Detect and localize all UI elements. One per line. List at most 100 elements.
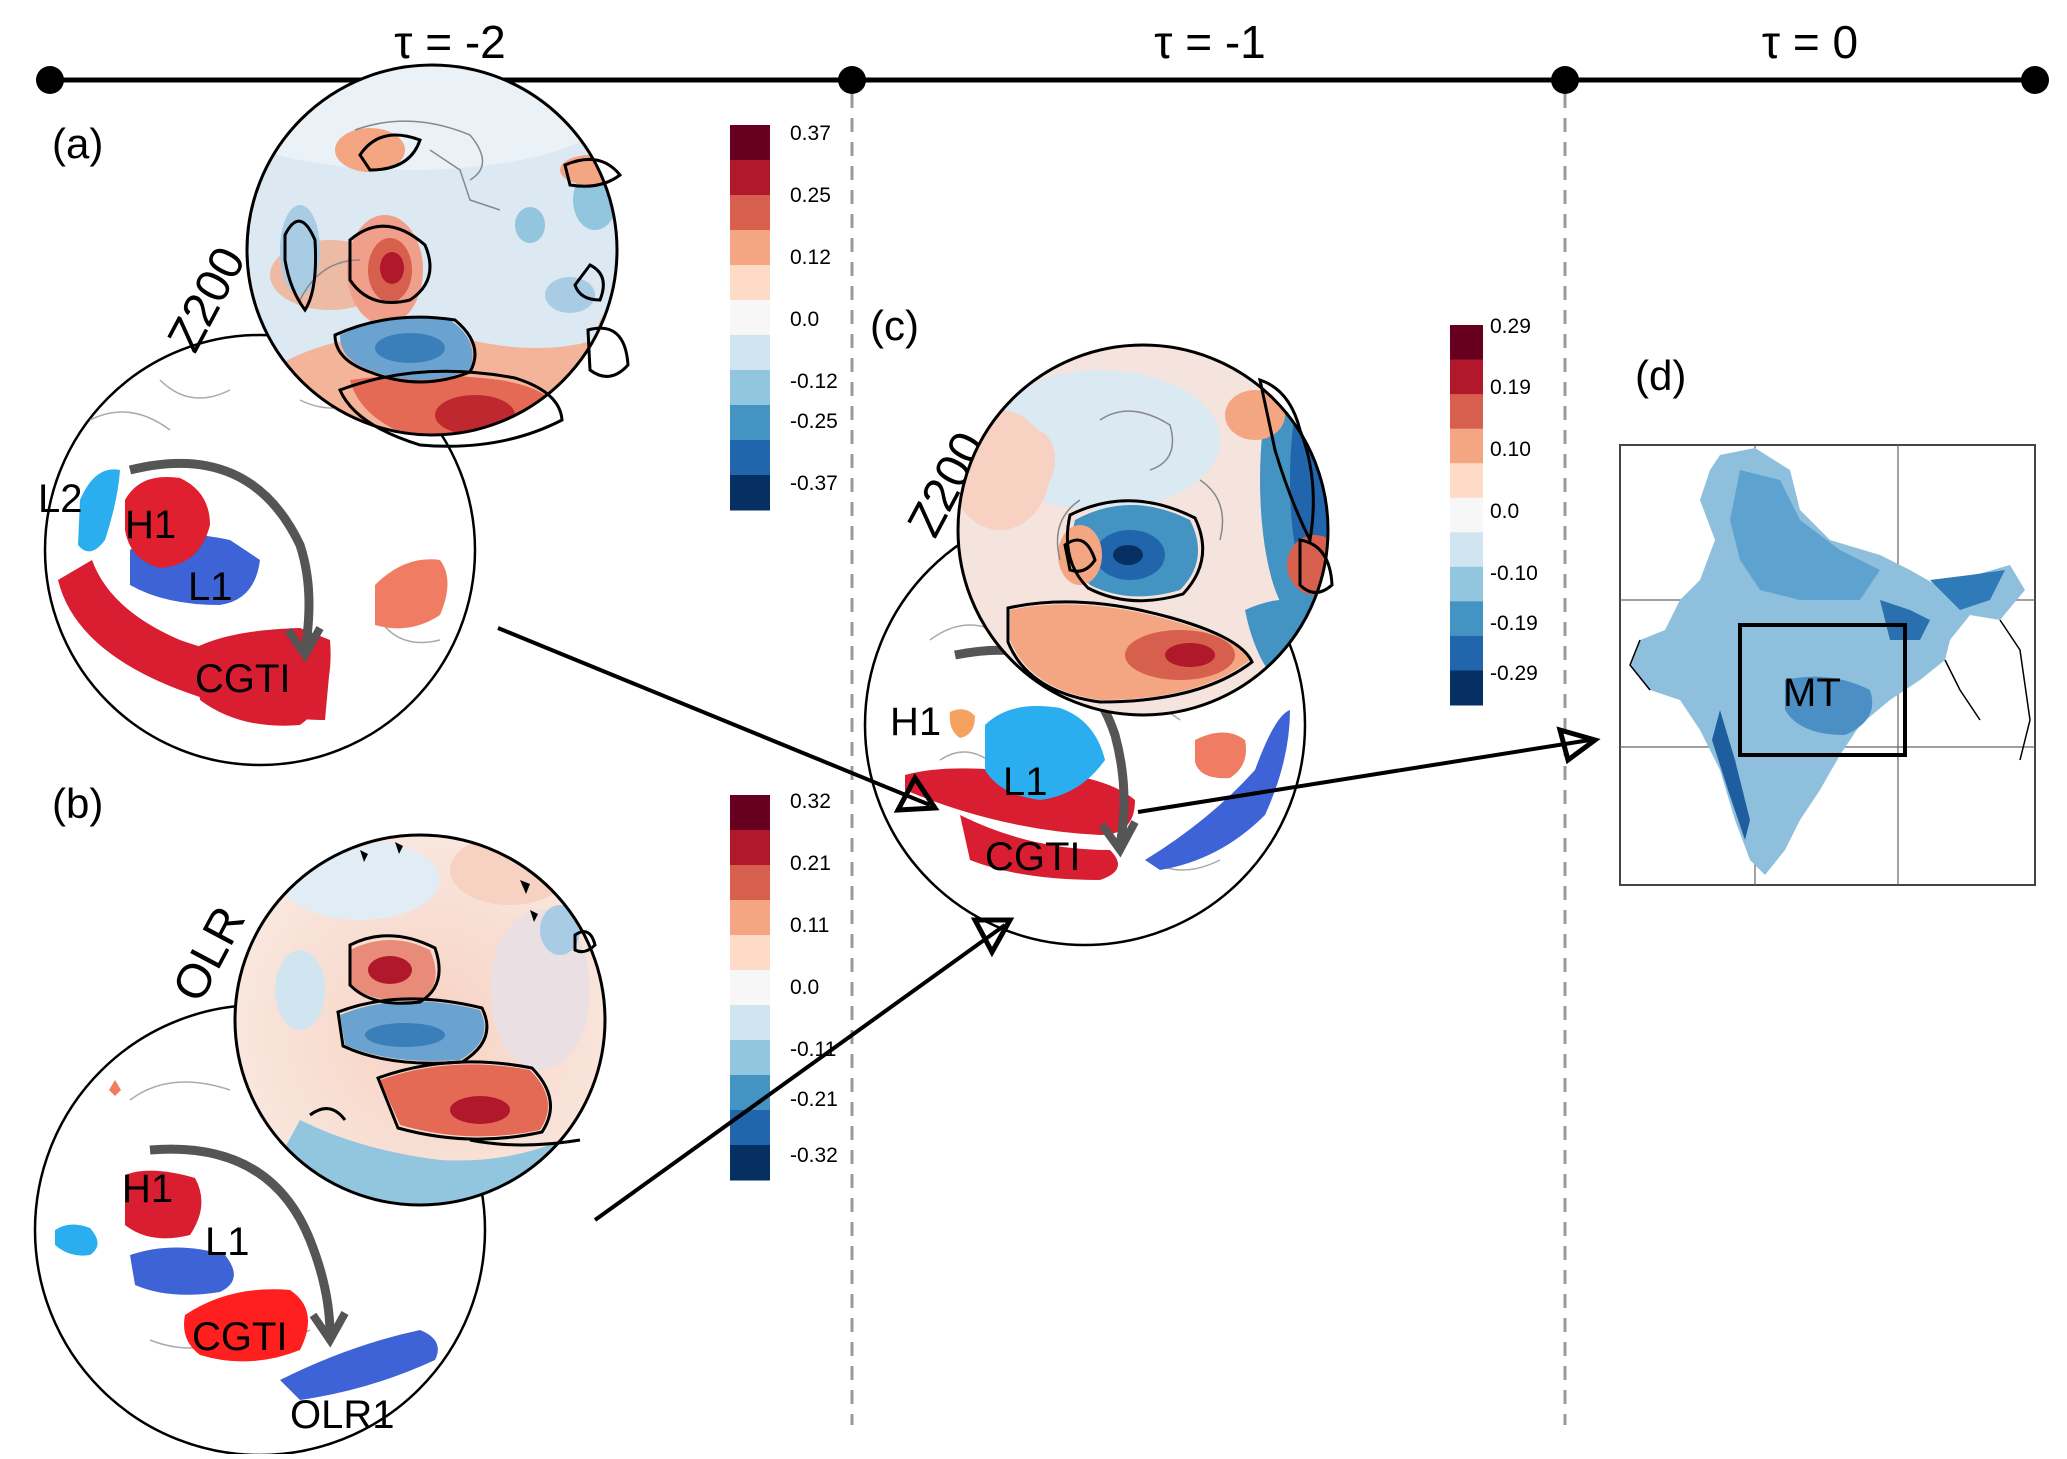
panel-c-label: (c) bbox=[870, 302, 919, 349]
region-cgti-a bbox=[195, 628, 331, 726]
region-cgti-b-label: CGTI bbox=[192, 1315, 288, 1359]
region-l1-c bbox=[985, 706, 1105, 800]
panel-b-label: (b) bbox=[52, 780, 103, 827]
panel-a-region-globe: L2 H1 L1 CGTI bbox=[38, 333, 477, 767]
region-cgti-b bbox=[184, 1289, 308, 1362]
cbarA-swatch-2 bbox=[730, 195, 770, 231]
cbarC-swatch-1 bbox=[1450, 359, 1483, 395]
cbarC-swatch-2 bbox=[1450, 394, 1483, 430]
cbarC-swatch-5 bbox=[1450, 497, 1483, 533]
colorbar-c-tick-1: 0.19 bbox=[1490, 376, 1531, 399]
colorbar-b-tick-6: -0.32 bbox=[790, 1144, 838, 1167]
region-salmon-a bbox=[375, 559, 448, 629]
colorbar-c-tick-3: 0.0 bbox=[1490, 500, 1519, 523]
connector-arrows bbox=[497, 626, 1601, 1222]
colorbar-b-tick-5: -0.21 bbox=[790, 1088, 838, 1111]
region-h1-b-label: H1 bbox=[122, 1167, 173, 1211]
panel-a: (a) L2 H1 L1 CGTI Z200 bbox=[38, 63, 838, 767]
region-cgti-c-label: CGTI bbox=[985, 835, 1081, 879]
region-l1-c-label: L1 bbox=[1003, 760, 1048, 804]
panel-b: (b) H1 L1 CGTI OLR1 OLR bbox=[33, 780, 838, 1457]
cbarB-swatch-10 bbox=[730, 1145, 770, 1181]
cbarA-swatch-4 bbox=[730, 265, 770, 301]
panel-a-label: (a) bbox=[52, 120, 103, 167]
colorbar-c-tick-2: 0.10 bbox=[1490, 438, 1531, 461]
region-h1-c bbox=[949, 709, 975, 738]
colorbar-b-tick-3: 0.0 bbox=[790, 976, 819, 999]
cbarA-swatch-8 bbox=[730, 405, 770, 441]
cbarC-swatch-3 bbox=[1450, 428, 1483, 464]
colorbar-b-tick-2: 0.11 bbox=[790, 914, 829, 937]
cbarA-swatch-7 bbox=[730, 370, 770, 406]
timeline-label-tm1: τ = -1 bbox=[1154, 16, 1266, 68]
timeline-node-start bbox=[36, 66, 64, 94]
cbarA-swatch-3 bbox=[730, 230, 770, 266]
colorbar-c-swatches bbox=[1450, 325, 1483, 706]
arrow-a-to-c bbox=[497, 626, 931, 807]
timeline-node-t0 bbox=[1551, 66, 1579, 94]
panel-b-colorbar: 0.32 0.21 0.11 0.0 -0.11 -0.21 -0.32 bbox=[730, 790, 838, 1181]
arrow-curve-b bbox=[149, 1144, 335, 1336]
region-l1-a-label: L1 bbox=[188, 565, 233, 609]
colorbar-a-ticks: 0.37 0.25 0.12 0.0 -0.12 -0.25 -0.37 bbox=[790, 122, 838, 495]
colorbar-c-tick-4: -0.10 bbox=[1490, 562, 1538, 585]
cbarC-swatch-4 bbox=[1450, 463, 1483, 499]
region-l2-a bbox=[78, 469, 120, 552]
cbarC-swatch-8 bbox=[1450, 601, 1483, 637]
colorbar-b-tick-0: 0.32 bbox=[790, 790, 831, 813]
cbarB-swatch-4 bbox=[730, 935, 770, 971]
region-lightblue-b bbox=[55, 1224, 98, 1256]
cbarB-swatch-7 bbox=[730, 1040, 770, 1076]
panel-c-colorbar: 0.29 0.19 0.10 0.0 -0.10 -0.19 -0.29 bbox=[1450, 315, 1538, 706]
colorbar-a-tick-5: -0.25 bbox=[790, 410, 838, 433]
timeline-node-end bbox=[2021, 66, 2049, 94]
cbarC-swatch-0 bbox=[1450, 325, 1483, 361]
timeline-label-tm2: τ = -2 bbox=[394, 16, 506, 68]
timeline-label-t0: τ = 0 bbox=[1762, 16, 1858, 68]
region-l1-b bbox=[130, 1247, 234, 1295]
cbarB-swatch-8 bbox=[730, 1075, 770, 1111]
colorbar-a-swatches bbox=[730, 125, 770, 511]
colorbar-a-tick-6: -0.37 bbox=[790, 472, 838, 495]
cbarA-swatch-6 bbox=[730, 335, 770, 371]
colorbar-b-tick-1: 0.21 bbox=[790, 852, 831, 875]
region-l2-a-label: L2 bbox=[38, 477, 83, 521]
cbarA-swatch-5 bbox=[730, 300, 770, 336]
cbarA-swatch-9 bbox=[730, 440, 770, 476]
cbarC-swatch-7 bbox=[1450, 566, 1483, 602]
cbarC-swatch-9 bbox=[1450, 635, 1483, 671]
cbarB-swatch-5 bbox=[730, 970, 770, 1006]
colorbar-a-tick-0: 0.37 bbox=[790, 122, 831, 145]
cbarC-swatch-10 bbox=[1450, 670, 1483, 706]
arrow-c-to-d bbox=[1137, 738, 1591, 814]
colorbar-a-tick-4: -0.12 bbox=[790, 370, 838, 393]
panel-d-label: (d) bbox=[1635, 352, 1686, 399]
panel-c-field-globe bbox=[956, 343, 1334, 717]
cbarC-swatch-6 bbox=[1450, 532, 1483, 568]
region-olr1-b-label: OLR1 bbox=[290, 1393, 395, 1437]
region-h1-a bbox=[125, 476, 210, 568]
arrow-b-to-c bbox=[593, 923, 1007, 1222]
colorbar-b-swatches bbox=[730, 795, 770, 1181]
colorbar-c-tick-6: -0.29 bbox=[1490, 662, 1538, 685]
colorbar-c-tick-5: -0.19 bbox=[1490, 612, 1538, 635]
cbarA-swatch-10 bbox=[730, 475, 770, 511]
panel-c: (c) H1 L1 CGTI Z200 bbox=[863, 302, 1538, 947]
panel-a-colorbar: 0.37 0.25 0.12 0.0 -0.12 -0.25 -0.37 bbox=[730, 122, 838, 511]
cbarA-swatch-1 bbox=[730, 160, 770, 196]
colorbar-c-tick-0: 0.29 bbox=[1490, 315, 1531, 338]
cbarA-swatch-0 bbox=[730, 125, 770, 161]
region-blue-band-c bbox=[1145, 710, 1290, 870]
cbarB-swatch-2 bbox=[730, 865, 770, 901]
arrow-curve-a bbox=[128, 458, 314, 651]
region-h1-b bbox=[125, 1170, 202, 1239]
cbarB-swatch-1 bbox=[730, 830, 770, 866]
timeline-node-tm1 bbox=[838, 66, 866, 94]
region-cgti-c2 bbox=[960, 815, 1118, 880]
cbarB-swatch-3 bbox=[730, 900, 770, 936]
region-l1-b-label: L1 bbox=[205, 1220, 250, 1264]
timeline: τ = -2 τ = -1 τ = 0 bbox=[36, 16, 2049, 1425]
mt-box-label: MT bbox=[1783, 671, 1841, 715]
region-h1-a-label: H1 bbox=[125, 503, 176, 547]
